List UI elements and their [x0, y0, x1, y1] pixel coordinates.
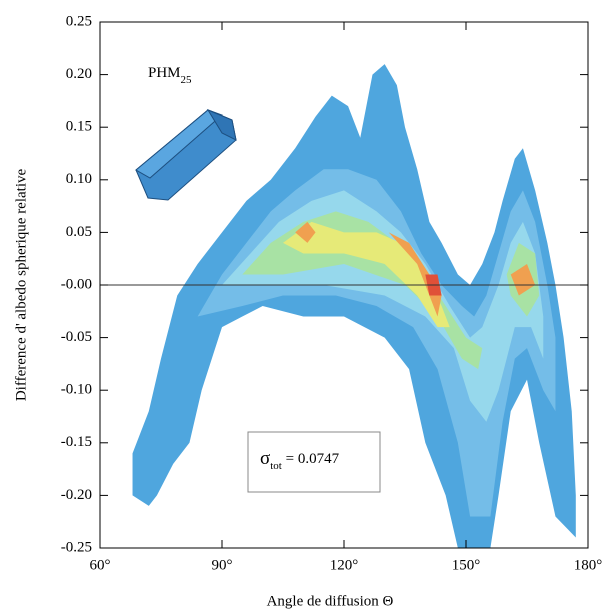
x-tick-label: 60°	[90, 557, 111, 573]
contour-region	[295, 221, 316, 243]
sigma-label: σtot = 0.0747	[260, 448, 340, 471]
y-axis-label: Difference d' albedo spherique relative	[13, 169, 29, 402]
y-tick-label: -0.10	[61, 382, 92, 398]
x-tick-label: 120°	[330, 557, 359, 573]
contour-region	[283, 221, 450, 328]
y-tick-label: -0.05	[61, 329, 92, 345]
sigma-box	[247, 431, 381, 493]
y-tick-label: -0.15	[61, 434, 92, 450]
y-tick-label: 0.10	[66, 171, 92, 187]
sigma-value: = 0.0747	[282, 451, 340, 467]
sigma-subscript: tot	[270, 460, 282, 472]
contour-region	[388, 232, 442, 317]
y-tick-label: -0.00	[61, 276, 92, 292]
contour-region	[510, 263, 536, 296]
x-tick-label: 150°	[452, 557, 481, 573]
y-tick-label: -0.20	[61, 487, 92, 503]
y-tick-label: 0.15	[66, 119, 92, 135]
y-tick-label: 0.25	[66, 13, 92, 29]
y-tick-label: 0.05	[66, 224, 92, 240]
particle-subscript: 25	[181, 74, 193, 86]
particle-name: PHM	[148, 65, 181, 81]
y-tick-label: -0.25	[61, 539, 92, 555]
x-tick-label: 180°	[574, 557, 603, 573]
y-tick-label: 0.20	[66, 66, 92, 82]
x-tick-label: 90°	[212, 557, 233, 573]
particle-label: PHM25	[148, 65, 192, 85]
contours	[132, 64, 576, 548]
sigma-symbol: σ	[260, 448, 270, 469]
x-axis-label: Angle de diffusion Θ	[267, 593, 394, 609]
crystal-icon	[135, 108, 237, 201]
